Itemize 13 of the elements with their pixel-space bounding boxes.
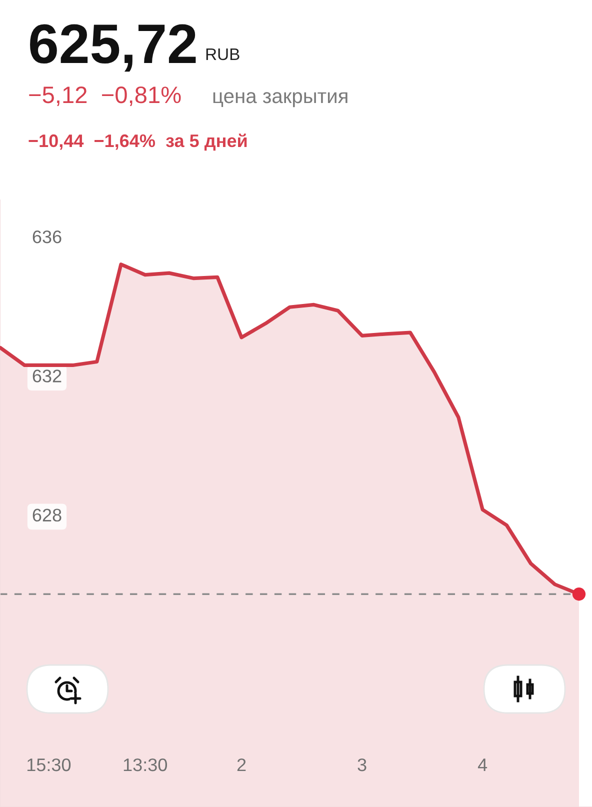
x-tick-label: 2 [237, 758, 246, 772]
x-tick-label: 4 [478, 758, 488, 772]
x-tick-label: 13:30 [124, 758, 167, 772]
text: −10,44 −1,64% за 5 дней [28, 134, 247, 151]
chart-title: 625,72 [30, 24, 196, 72]
x-tick-label: 15:30 [27, 758, 71, 772]
y-tick-label: 628 [32, 508, 62, 522]
y-tick-label: 636 [32, 230, 62, 244]
text: цена закрытия [213, 92, 348, 108]
text: RUB [206, 48, 240, 60]
y-tick-label: 632 [32, 370, 62, 382]
x-tick-label: 3 [358, 758, 366, 772]
chart-subtitle: −5,12 −0,81% [29, 86, 181, 106]
